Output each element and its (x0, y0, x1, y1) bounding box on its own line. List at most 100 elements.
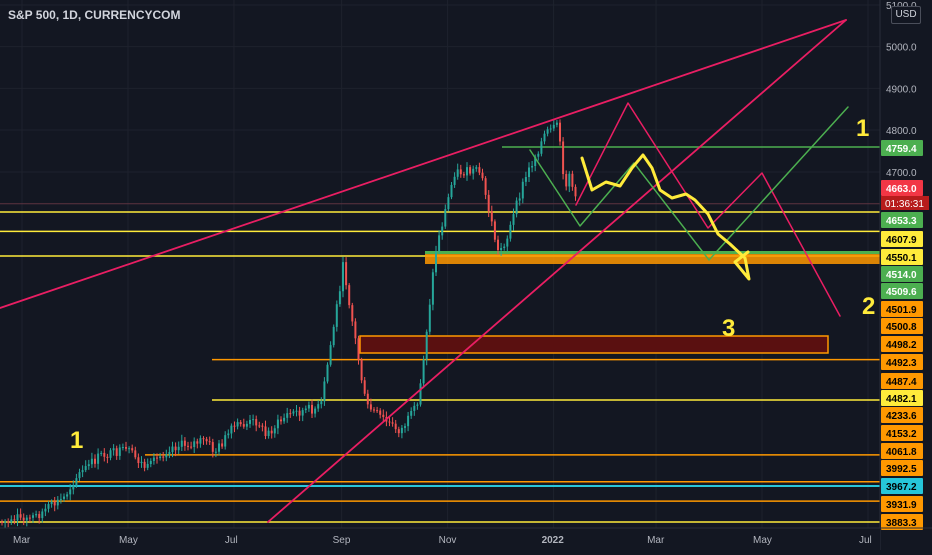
candle-body (270, 430, 273, 434)
wave-label: 2 (862, 293, 875, 320)
price-tag-label: 3992.5 (886, 464, 917, 475)
price-tag[interactable] (881, 443, 923, 459)
candle-body (462, 174, 465, 176)
time-axis-background (0, 528, 880, 550)
candle-body (565, 174, 568, 187)
price-tag[interactable] (881, 407, 923, 423)
candle-body (50, 501, 53, 505)
price-tag[interactable] (881, 425, 923, 441)
price-tag-label: 4759.4 (886, 144, 917, 155)
candle-body (273, 428, 276, 434)
candle-body (382, 414, 385, 418)
support-zone-orange[interactable] (425, 254, 880, 264)
candle-body (267, 430, 270, 437)
candle-body (109, 450, 112, 458)
price-tag[interactable] (881, 373, 923, 389)
price-tag[interactable] (881, 318, 923, 334)
price-tag[interactable] (881, 266, 923, 282)
candle-body (373, 409, 375, 411)
candle-body (245, 423, 248, 427)
candle-body (221, 443, 224, 447)
candle-body (289, 413, 292, 415)
candle-body (199, 438, 202, 444)
candle-body (227, 433, 230, 436)
time-tick-label: Jul (225, 535, 238, 546)
candle-body (81, 470, 84, 473)
candle-body (168, 452, 171, 455)
price-tag[interactable] (881, 212, 923, 228)
candle-body (571, 173, 574, 187)
candle-body (394, 423, 397, 430)
projection-zigzag-green[interactable] (529, 106, 849, 261)
support-zone-green[interactable] (425, 251, 880, 254)
countdown-label: 01:36:31 (885, 199, 924, 210)
candle-body (7, 521, 10, 523)
demand-zone-box[interactable] (359, 335, 829, 354)
candle-body (180, 440, 183, 447)
projection-path-yellow[interactable] (580, 153, 751, 281)
candle-body (94, 458, 96, 464)
candle-body (531, 165, 534, 168)
candle-body (469, 167, 472, 174)
candle-body (137, 457, 140, 464)
lower-trendline[interactable] (267, 19, 847, 523)
wave-label: 1 (856, 115, 869, 142)
candle-body (425, 331, 428, 360)
candle-body (211, 442, 214, 452)
currency-badge[interactable]: USD (891, 6, 921, 24)
candle-body (214, 451, 217, 453)
candle-body (106, 456, 109, 458)
candle-body (193, 441, 196, 448)
price-tag-label: 4607.9 (886, 235, 917, 246)
candle-body (264, 426, 267, 437)
candle-body (75, 478, 78, 486)
candle-body (369, 404, 372, 410)
candle-body (397, 429, 400, 434)
price-tag[interactable] (881, 249, 923, 265)
candle-body (503, 246, 506, 249)
candle-body (22, 517, 25, 521)
projection-zigzag-pink[interactable] (575, 102, 841, 317)
candle-body (416, 404, 419, 406)
price-tag[interactable] (881, 514, 923, 530)
candle-body (286, 413, 289, 418)
price-tag[interactable] (881, 354, 923, 370)
candle-body (335, 304, 338, 327)
candle-body (218, 443, 220, 452)
candle-body (177, 446, 180, 451)
upper-trendline[interactable] (0, 19, 847, 309)
price-tag[interactable] (881, 283, 923, 299)
price-tag[interactable] (881, 460, 923, 476)
candle-body (233, 425, 236, 427)
candle-body (112, 448, 115, 451)
candle-body (140, 461, 143, 464)
candle-body (78, 472, 81, 479)
price-tag[interactable] (881, 301, 923, 317)
candle-body (13, 519, 16, 521)
candle-body (187, 445, 189, 447)
price-tag-label: 4482.1 (886, 394, 917, 405)
price-tag[interactable] (881, 140, 923, 156)
candle-body (32, 515, 34, 518)
candle-body (329, 345, 332, 365)
candle-body (444, 209, 447, 227)
time-tick-label: Jul (859, 535, 872, 546)
candle-body (162, 456, 165, 458)
time-tick-label: Mar (13, 535, 31, 546)
symbol-title[interactable]: S&P 500, 1D, CURRENCYCOM (8, 8, 181, 22)
candle-body (419, 383, 422, 405)
price-tag[interactable] (881, 231, 923, 247)
price-tag[interactable] (881, 496, 923, 512)
candle-body (224, 435, 227, 447)
candle-body (90, 458, 93, 465)
price-tag[interactable] (881, 336, 923, 352)
candle-body (143, 461, 146, 468)
price-tag[interactable] (881, 478, 923, 494)
candle-body (537, 153, 540, 157)
candle-body (236, 422, 239, 427)
price-tag[interactable] (881, 390, 923, 406)
wave-label: 1 (70, 427, 83, 454)
price-tag[interactable] (881, 180, 923, 196)
